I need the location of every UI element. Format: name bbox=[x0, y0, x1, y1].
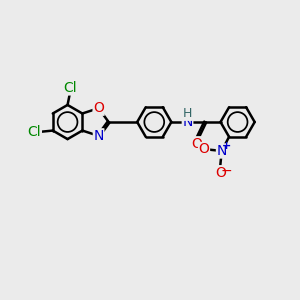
Text: −: − bbox=[221, 164, 232, 178]
Text: N: N bbox=[93, 129, 104, 143]
Text: Cl: Cl bbox=[64, 81, 77, 95]
Text: N: N bbox=[182, 115, 193, 129]
Text: Cl: Cl bbox=[28, 125, 41, 139]
Text: O: O bbox=[199, 142, 209, 157]
Text: O: O bbox=[93, 101, 104, 115]
Text: H: H bbox=[183, 107, 192, 120]
Text: O: O bbox=[191, 137, 202, 151]
Text: N: N bbox=[217, 144, 227, 158]
Text: +: + bbox=[222, 141, 231, 151]
Text: O: O bbox=[215, 166, 226, 180]
